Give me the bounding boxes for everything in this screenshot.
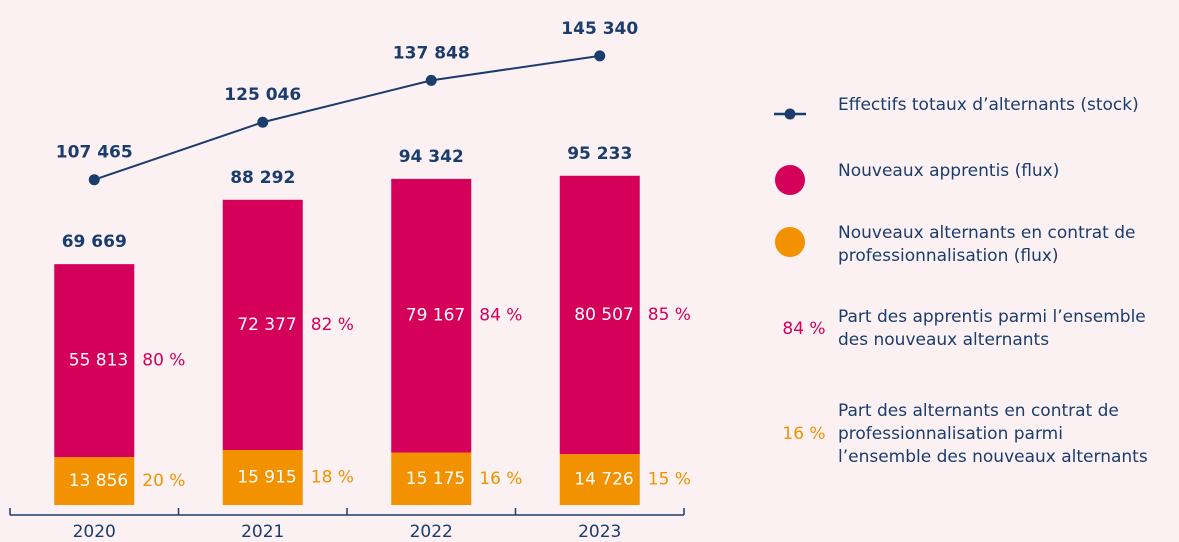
bar-segment	[559, 175, 640, 455]
line	[93, 54, 600, 181]
legend-symbol: 16 %	[782, 424, 826, 444]
value-label: 79 167	[406, 306, 465, 326]
bar-segment	[391, 178, 472, 453]
legend-text: Nouveaux alternants en contrat de profes…	[838, 223, 1136, 266]
line-label: 137 848	[393, 43, 470, 63]
line-label: 125 046	[224, 85, 301, 105]
total-label: 94 342	[399, 147, 464, 167]
share-label: 82 %	[311, 315, 354, 335]
line-point	[257, 116, 269, 128]
value-label: 15 175	[406, 469, 465, 489]
legend-item: Nouveaux apprentis (flux)	[770, 160, 1175, 195]
value-label: 15 915	[237, 467, 296, 487]
legend-swatch	[775, 165, 805, 195]
legend-text: Part des alternants en contrat de profes…	[838, 401, 1148, 467]
total-label: 88 292	[230, 168, 295, 188]
x-tick-label: 2023	[578, 522, 621, 542]
legend-item: Nouveaux alternants en contrat de profes…	[770, 222, 1175, 268]
legend-dot	[775, 227, 805, 257]
legend-symbol: 84 %	[782, 318, 826, 339]
legend-item: 84 % Part des apprentis parmi l’ensemble …	[770, 306, 1175, 352]
total-label: 95 233	[567, 144, 632, 164]
share-label: 20 %	[142, 471, 185, 491]
legend-item: 16 % Part des alternants en contrat de pr…	[770, 400, 1175, 469]
share-label: 16 %	[479, 469, 522, 489]
value-label: 72 377	[237, 315, 296, 335]
line-label: 107 465	[56, 143, 133, 163]
line-point	[594, 50, 606, 62]
x-tick-label: 2021	[241, 522, 284, 542]
line-label: 145 340	[561, 19, 638, 39]
x-tick-label: 2022	[410, 522, 453, 542]
value-label: 80 507	[574, 305, 633, 325]
share-label: 80 %	[142, 351, 185, 371]
value-label: 14 726	[574, 470, 633, 490]
bar-segment	[222, 449, 303, 505]
bar-segment	[222, 199, 303, 450]
legend-text: Part des apprentis parmi l’ensemble des …	[838, 307, 1146, 350]
share-label: 18 %	[311, 467, 354, 487]
line-point	[425, 74, 437, 86]
chart: 2020 2021 2022 2023 13 856 20 % 55 813 80 % 69 6…	[9, 19, 691, 542]
bar-segment	[391, 452, 472, 505]
legend-swatch	[775, 227, 805, 257]
x-tick-label: 2020	[73, 522, 116, 542]
bar-segment	[54, 264, 135, 458]
legend-text: Nouveaux apprentis (flux)	[838, 161, 1060, 181]
legend-dot	[784, 108, 796, 120]
share-label: 85 %	[648, 305, 691, 325]
share-label: 84 %	[479, 306, 522, 326]
total-label: 69 669	[62, 232, 127, 252]
legend-item: Effectifs totaux d’alternants (stock)	[770, 94, 1175, 120]
legend-swatch	[774, 108, 806, 120]
share-label: 15 %	[648, 470, 691, 490]
legend-dot	[775, 165, 805, 195]
bar-segment	[54, 457, 135, 505]
legend-text: Effectifs totaux d’alternants (stock)	[838, 95, 1139, 115]
value-label: 13 856	[69, 471, 128, 491]
line-point	[88, 174, 100, 186]
bar-segment	[559, 454, 640, 505]
value-label: 55 813	[69, 351, 128, 371]
